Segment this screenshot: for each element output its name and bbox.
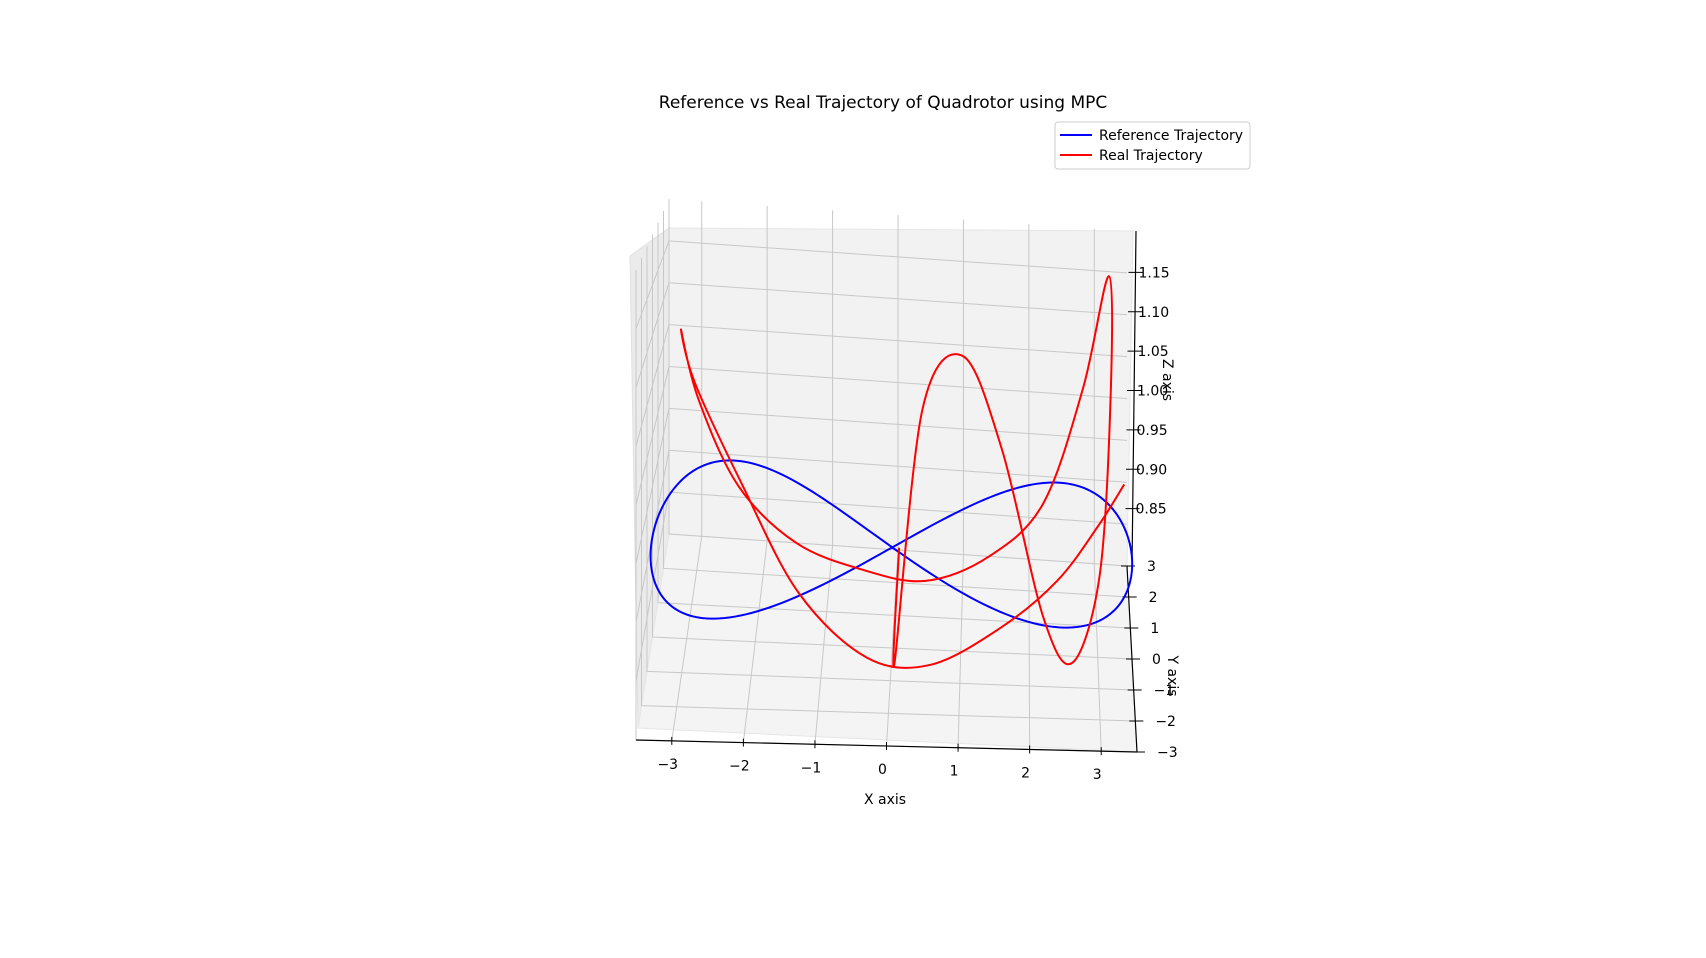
z-tick-label: 0.90 (1136, 462, 1167, 478)
x-axis-label: X axis (864, 792, 906, 808)
y-tick-label: −2 (1155, 714, 1176, 730)
gridline-z (635, 282, 1128, 388)
tick-marks (671, 271, 1145, 756)
z-axis-line (1131, 230, 1137, 569)
floor-pane (637, 533, 1138, 753)
gridline-y (646, 246, 1134, 691)
z-tick-label: 0.95 (1137, 423, 1168, 439)
z-tick-label: 1.15 (1139, 265, 1170, 281)
z-axis-label: Z axis (1159, 359, 1175, 401)
legend-label-real: Real Trajectory (1099, 148, 1203, 164)
y-tick-label: 2 (1149, 590, 1158, 606)
gridline-y (641, 258, 1136, 722)
z-tick-label: 1.00 (1137, 384, 1168, 400)
gridline-z (635, 324, 1128, 447)
series-real-trajectory (680, 275, 1126, 669)
y-axis-label: Y axis (1164, 654, 1180, 696)
gridline-z (635, 491, 1128, 682)
legend-label-reference: Reference Trajectory (1099, 128, 1243, 144)
z-tick-label: 1.05 (1138, 344, 1169, 360)
y-tick-label: −3 (1157, 745, 1178, 761)
chart-title: Reference vs Real Trajectory of Quadroto… (659, 93, 1107, 113)
x-tick-label: −1 (801, 760, 822, 776)
gridline-z (635, 449, 1128, 623)
y-tick-label: −1 (1154, 683, 1175, 699)
gridline-y (663, 210, 1129, 598)
axes-panes (629, 227, 1138, 753)
x-tick-label: 2 (1021, 765, 1030, 781)
z-tick-label: 1.10 (1138, 305, 1169, 321)
z-tick-label: 0.85 (1136, 502, 1167, 518)
x-tick-label: −2 (729, 759, 750, 775)
gridline-y (657, 222, 1131, 629)
x-tick-label: 3 (1093, 767, 1102, 783)
series-layer (649, 275, 1134, 669)
gridline-y (652, 234, 1133, 660)
y-tick-label: 3 (1147, 559, 1156, 575)
y-tick-label: 1 (1150, 621, 1159, 637)
series-reference-trajectory (649, 459, 1134, 629)
gridline-z (635, 365, 1128, 506)
gridline-z (635, 240, 1128, 329)
x-tick-label: 1 (950, 764, 959, 780)
gridline-y (668, 199, 1128, 567)
y-tick-label: 0 (1152, 652, 1161, 668)
gridline-z (635, 407, 1128, 564)
legend: Reference Trajectory Real Trajectory (1054, 121, 1251, 170)
legend-box (1054, 121, 1251, 170)
x-tick-label: 0 (878, 762, 887, 778)
x-tick-label: −3 (657, 757, 678, 773)
tick-labels: −3 −2 −1 0 1 2 3 −3 −2 −1 0 1 2 3 0.85 0.90 0.95 1.00 1.05… (657, 265, 1177, 783)
back-pane (668, 227, 1134, 567)
